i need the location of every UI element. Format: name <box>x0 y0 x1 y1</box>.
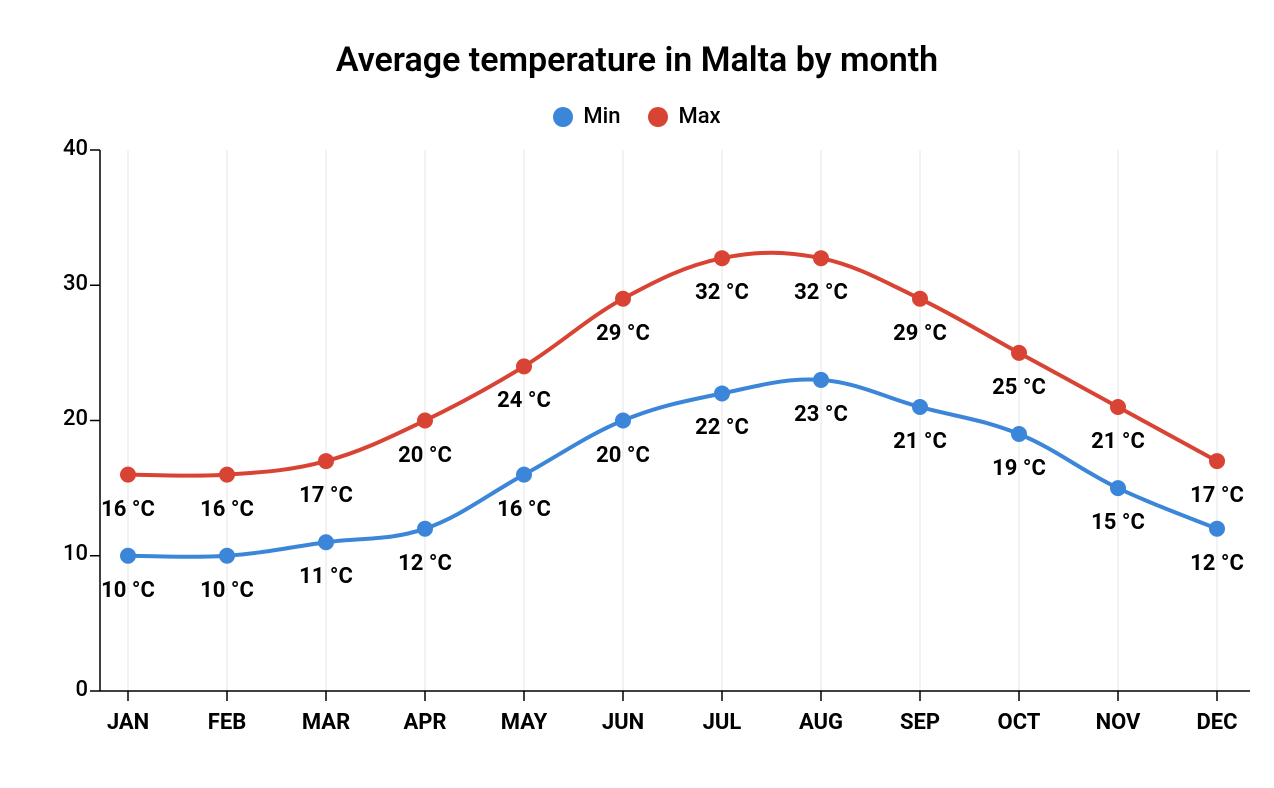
series-marker-max <box>1011 345 1027 361</box>
data-label-max: 29 °C <box>872 321 968 346</box>
x-tick-label: OCT <box>979 710 1059 735</box>
series-marker-max <box>318 453 334 469</box>
x-tick-label: AUG <box>781 710 861 735</box>
data-label-min: 16 °C <box>476 497 572 522</box>
x-tick-label: JAN <box>88 710 168 735</box>
series-marker-max <box>1110 399 1126 415</box>
data-label-min: 11 °C <box>278 564 374 589</box>
data-label-min: 21 °C <box>872 429 968 454</box>
series-marker-min <box>318 534 334 550</box>
data-label-max: 16 °C <box>80 497 176 522</box>
series-marker-min <box>1209 521 1225 537</box>
data-label-min: 12 °C <box>377 551 473 576</box>
series-marker-min <box>813 372 829 388</box>
series-marker-max <box>120 467 136 483</box>
series-line-max <box>128 253 1217 476</box>
series-marker-max <box>813 250 829 266</box>
data-label-min: 10 °C <box>179 578 275 603</box>
data-label-max: 32 °C <box>674 280 770 305</box>
data-label-min: 19 °C <box>971 456 1067 481</box>
x-tick-label: NOV <box>1078 710 1158 735</box>
x-tick-label: JUN <box>583 710 663 735</box>
data-label-min: 22 °C <box>674 415 770 440</box>
series-marker-min <box>120 548 136 564</box>
data-label-min: 10 °C <box>80 578 176 603</box>
chart-plot-svg <box>0 0 1274 788</box>
data-label-min: 12 °C <box>1169 551 1265 576</box>
x-tick-label: MAR <box>286 710 366 735</box>
data-label-min: 23 °C <box>773 402 869 427</box>
series-marker-min <box>912 399 928 415</box>
data-label-max: 20 °C <box>377 443 473 468</box>
data-label-max: 24 °C <box>476 388 572 413</box>
y-tick-label: 0 <box>28 677 88 702</box>
y-tick-label: 20 <box>28 406 88 431</box>
data-label-max: 29 °C <box>575 321 671 346</box>
x-tick-label: MAY <box>484 710 564 735</box>
y-tick-label: 40 <box>28 136 88 161</box>
x-tick-label: DEC <box>1177 710 1257 735</box>
data-label-min: 15 °C <box>1070 510 1166 535</box>
y-tick-label: 30 <box>28 271 88 296</box>
series-marker-min <box>714 385 730 401</box>
x-tick-label: JUL <box>682 710 762 735</box>
series-marker-max <box>912 291 928 307</box>
data-label-max: 25 °C <box>971 375 1067 400</box>
x-tick-label: SEP <box>880 710 960 735</box>
data-label-min: 20 °C <box>575 443 671 468</box>
series-marker-max <box>417 413 433 429</box>
series-marker-max <box>615 291 631 307</box>
data-label-max: 17 °C <box>1169 483 1265 508</box>
data-label-max: 17 °C <box>278 483 374 508</box>
data-label-max: 21 °C <box>1070 429 1166 454</box>
series-marker-min <box>516 467 532 483</box>
series-marker-max <box>516 358 532 374</box>
x-tick-label: FEB <box>187 710 267 735</box>
data-label-max: 16 °C <box>179 497 275 522</box>
x-tick-label: APR <box>385 710 465 735</box>
data-label-max: 32 °C <box>773 280 869 305</box>
series-marker-max <box>1209 453 1225 469</box>
series-marker-min <box>219 548 235 564</box>
y-tick-label: 10 <box>28 541 88 566</box>
series-marker-min <box>615 413 631 429</box>
temperature-chart: Average temperature in Malta by month Mi… <box>0 0 1274 788</box>
series-marker-min <box>417 521 433 537</box>
series-marker-min <box>1110 480 1126 496</box>
series-marker-min <box>1011 426 1027 442</box>
series-marker-max <box>714 250 730 266</box>
series-marker-max <box>219 467 235 483</box>
